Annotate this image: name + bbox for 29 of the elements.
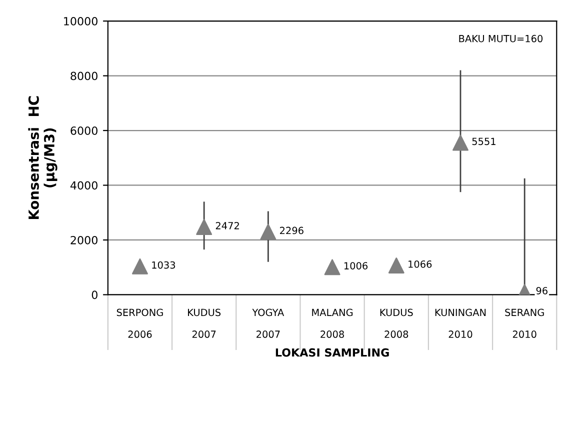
point (132, 258, 148, 274)
y-tick-label: 10000 (64, 17, 98, 26)
point (196, 219, 212, 236)
y-tick-label: 8000 (70, 72, 98, 80)
annotation: BAKU MUTU=160 (459, 34, 543, 42)
category-label: SERANG 2010 (505, 308, 544, 338)
point (452, 134, 468, 151)
y-tick-label: 0 (92, 290, 98, 300)
data-label: 1033 (152, 261, 176, 269)
data-label: 2472 (216, 222, 239, 230)
x-axis-title: LOKASI SAMPLING (276, 348, 389, 357)
data-label: 1066 (408, 260, 432, 268)
y-tick-label: 2000 (70, 236, 98, 244)
y-axis-title: Konsentrasi HC (µg/M3) (28, 96, 58, 220)
category-label: MALANG 2008 (312, 308, 353, 338)
y-tick-label: 6000 (70, 126, 98, 135)
data-label: 96 (536, 287, 548, 294)
point (388, 258, 404, 274)
category-label: KUDUS 2007 (188, 308, 221, 338)
y-tick-label: 4000 (70, 181, 98, 190)
data-label: 5551 (472, 138, 496, 146)
data-label: 2296 (280, 226, 304, 234)
data-label: 1006 (344, 262, 368, 270)
category-label: KUDUS 2008 (380, 308, 413, 338)
point (324, 259, 340, 276)
category-label: KUNINGAN 2010 (435, 308, 486, 338)
point (260, 224, 276, 240)
category-label: SERPONG 2006 (116, 308, 163, 338)
category-label: YOGYA 2007 (252, 308, 284, 338)
